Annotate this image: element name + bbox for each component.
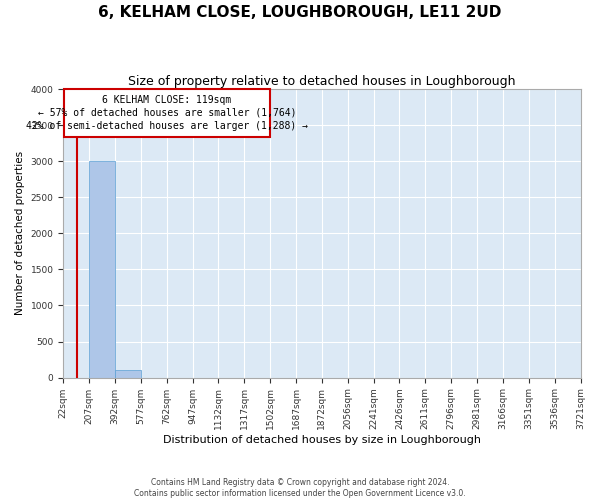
Y-axis label: Number of detached properties: Number of detached properties	[15, 152, 25, 316]
Text: 6 KELHAM CLOSE: 119sqm: 6 KELHAM CLOSE: 119sqm	[102, 94, 232, 104]
Text: 6, KELHAM CLOSE, LOUGHBOROUGH, LE11 2UD: 6, KELHAM CLOSE, LOUGHBOROUGH, LE11 2UD	[98, 5, 502, 20]
X-axis label: Distribution of detached houses by size in Loughborough: Distribution of detached houses by size …	[163, 435, 481, 445]
Bar	[89, 162, 115, 378]
Bar	[115, 370, 141, 378]
Text: ← 57% of detached houses are smaller (1,764): ← 57% of detached houses are smaller (1,…	[38, 108, 296, 118]
Title: Size of property relative to detached houses in Loughborough: Size of property relative to detached ho…	[128, 75, 515, 88]
Text: 42% of semi-detached houses are larger (1,288) →: 42% of semi-detached houses are larger (…	[26, 122, 308, 132]
Text: Contains HM Land Registry data © Crown copyright and database right 2024.
Contai: Contains HM Land Registry data © Crown c…	[134, 478, 466, 498]
FancyBboxPatch shape	[64, 89, 270, 137]
